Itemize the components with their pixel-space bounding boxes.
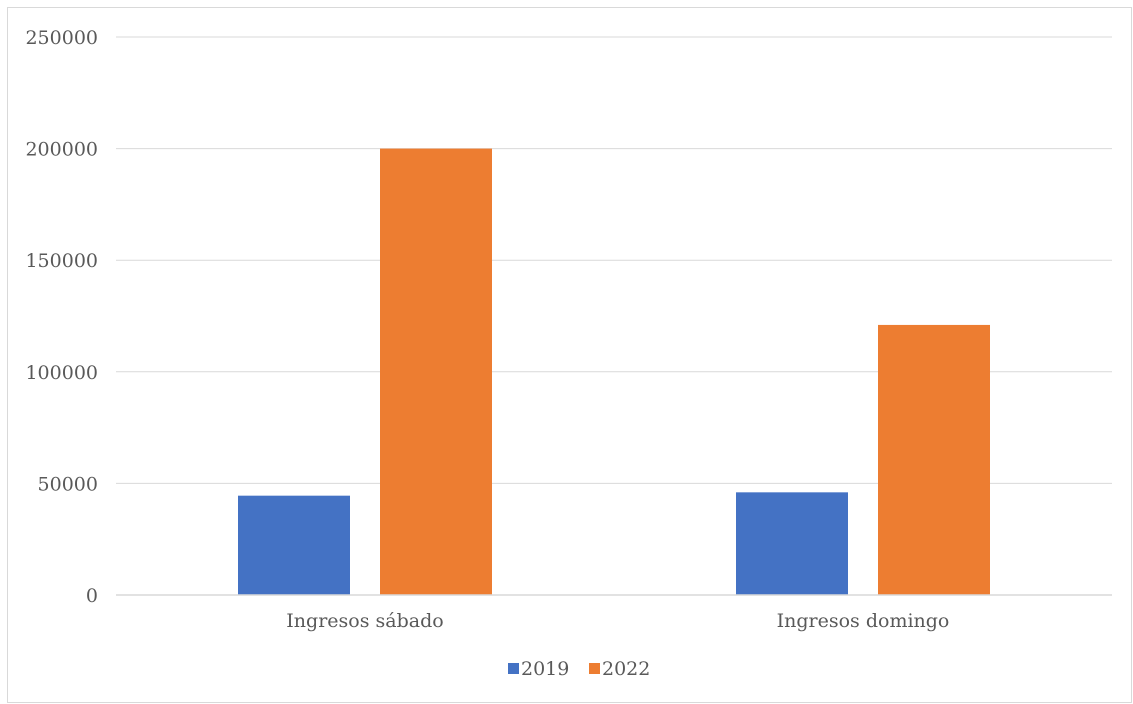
y-tick-label: 200000 [25, 139, 98, 161]
bar-2022-domingo [878, 324, 990, 595]
y-tick-label: 0 [86, 585, 98, 607]
y-tick-label: 100000 [25, 362, 98, 384]
x-tick-label: Ingresos sábado [286, 610, 443, 632]
y-tick-label: 150000 [25, 250, 98, 272]
x-tick-label: Ingresos domingo [777, 610, 950, 632]
legend-item-2022: 2022 [589, 658, 650, 680]
legend-swatch-2022 [589, 663, 600, 674]
bar-2022-sabado [380, 148, 492, 595]
legend-item-2019: 2019 [508, 658, 569, 680]
legend-swatch-2019 [508, 663, 519, 674]
y-tick-label: 250000 [25, 27, 98, 49]
legend-label-2019: 2019 [521, 658, 569, 680]
legend: 2019 2022 [508, 658, 650, 680]
x-axis-tick-labels: Ingresos sábado Ingresos domingo [286, 610, 949, 632]
y-tick-label: 50000 [38, 473, 98, 495]
legend-label-2022: 2022 [602, 658, 650, 680]
bar-2019-domingo [736, 492, 848, 595]
bars [238, 148, 990, 595]
bar-2019-sabado [238, 495, 350, 595]
y-axis-tick-labels: 0 50000 100000 150000 200000 250000 [25, 27, 98, 607]
